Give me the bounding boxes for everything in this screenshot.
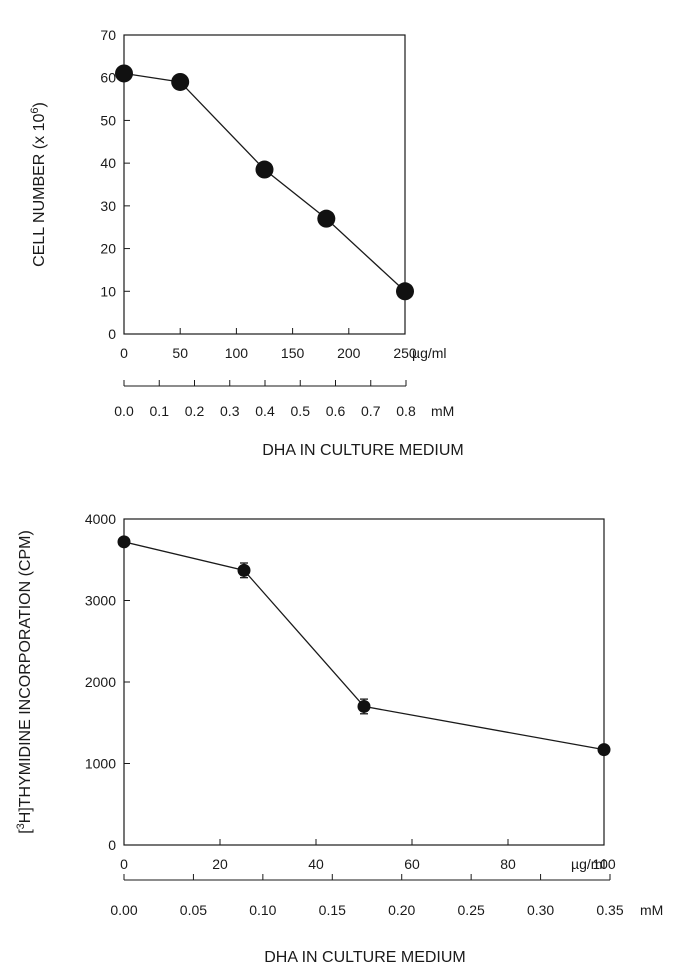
x2-tick-label: 0.35	[596, 902, 623, 918]
x2-tick-label: 0.1	[150, 403, 170, 419]
x2-tick-label: 0.20	[388, 902, 415, 918]
data-point	[597, 743, 611, 757]
x2-tick-label: 0.15	[319, 902, 346, 918]
x2-tick-label: 0.05	[180, 902, 207, 918]
x2-unit-label: mM	[431, 403, 454, 419]
x-unit-label: µg/ml	[571, 856, 606, 872]
x-tick-label: 50	[172, 345, 188, 361]
data-point	[357, 699, 371, 713]
series-line	[123, 541, 605, 751]
data-point	[115, 64, 133, 83]
data-point	[171, 72, 190, 91]
y-axis-title: [3H]THYMIDINE INCORPORATION (CPM)	[15, 530, 34, 834]
x-tick-label: 0	[120, 345, 128, 361]
y-tick-label: 2000	[85, 674, 116, 690]
y-tick-label: 1000	[85, 756, 116, 772]
x-axis-title: DHA IN CULTURE MEDIUM	[264, 949, 466, 966]
y-tick-label: 10	[100, 283, 116, 299]
data-point	[237, 563, 251, 577]
x-tick-label: 100	[592, 856, 616, 872]
series-line	[123, 72, 406, 292]
x2-tick-label: 0.7	[361, 403, 381, 419]
x2-tick-label: 0.3	[220, 403, 240, 419]
data-point	[255, 160, 274, 179]
x-tick-label: 60	[404, 856, 420, 872]
x-tick-label: 250	[393, 345, 417, 361]
y-tick-label: 4000	[85, 511, 116, 527]
x-axis-title: DHA IN CULTURE MEDIUM	[262, 442, 464, 459]
x2-tick-label: 0.00	[110, 902, 137, 918]
y-axis-title: CELL NUMBER (x 106)	[29, 102, 48, 267]
x2-tick-label: 0.30	[527, 902, 554, 918]
x-tick-label: 80	[500, 856, 516, 872]
x2-unit-label: mM	[640, 902, 663, 918]
y-tick-label: 60	[100, 70, 116, 86]
plot-frame-1	[123, 34, 406, 335]
x2-tick-label: 0.5	[291, 403, 311, 419]
y-tick-label: 20	[100, 241, 116, 257]
y-tick-label: 40	[100, 155, 116, 171]
x-unit-label: µg/ml	[412, 345, 447, 361]
x2-tick-label: 0.0	[114, 403, 134, 419]
y-tick-label: 0	[108, 326, 116, 342]
data-point	[117, 535, 131, 549]
x-tick-label: 150	[281, 345, 305, 361]
y-tick-label: 50	[100, 112, 116, 128]
x2-tick-label: 0.10	[249, 902, 276, 918]
x-tick-label: 100	[225, 345, 249, 361]
y-tick-label: 3000	[85, 593, 116, 609]
y-tick-label: 70	[100, 27, 116, 43]
x2-tick-label: 0.6	[326, 403, 346, 419]
x2-tick-label: 0.2	[185, 403, 205, 419]
data-point	[396, 282, 414, 301]
x-tick-label: 40	[308, 856, 324, 872]
x2-tick-label: 0.8	[396, 403, 416, 419]
x2-tick-label: 0.4	[255, 403, 275, 419]
x2-tick-label: 0.25	[458, 902, 485, 918]
y-tick-label: 0	[108, 837, 116, 853]
x-tick-label: 200	[337, 345, 361, 361]
y-tick-label: 30	[100, 198, 116, 214]
plot-frame-2	[123, 518, 605, 846]
data-point	[317, 209, 336, 228]
x-tick-label: 20	[212, 856, 228, 872]
x-tick-label: 0	[120, 856, 128, 872]
